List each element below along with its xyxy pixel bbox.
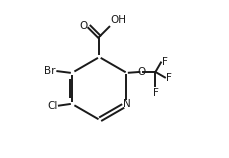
- Text: Cl: Cl: [47, 101, 57, 111]
- Text: OH: OH: [110, 15, 125, 25]
- Text: O: O: [137, 67, 145, 77]
- Text: F: F: [161, 57, 167, 67]
- Text: F: F: [152, 88, 158, 98]
- Text: Br: Br: [44, 66, 55, 76]
- Text: O: O: [79, 21, 87, 31]
- Text: N: N: [122, 99, 130, 109]
- Text: F: F: [165, 73, 171, 83]
